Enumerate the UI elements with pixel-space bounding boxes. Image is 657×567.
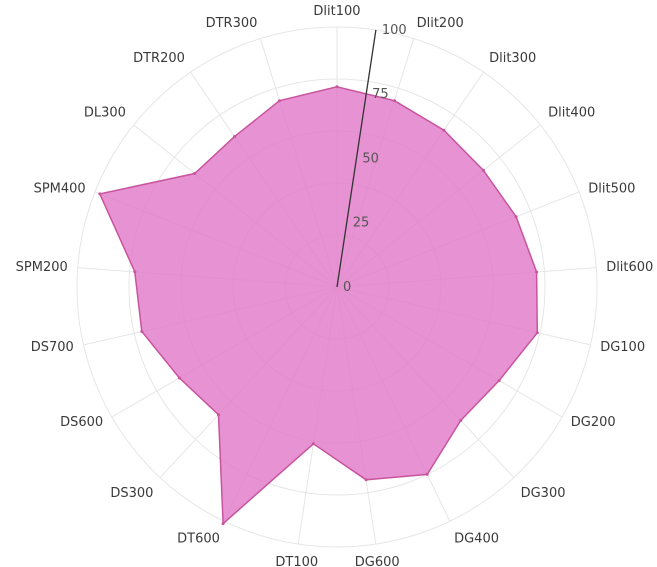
series-point	[335, 85, 339, 89]
series-point	[442, 128, 446, 132]
series-point	[393, 99, 396, 103]
category-label: DG400	[454, 531, 499, 546]
category-label: DG100	[600, 340, 645, 355]
series-point	[311, 442, 315, 446]
series-point	[425, 472, 429, 476]
series-point	[221, 522, 225, 526]
category-label: DG300	[521, 486, 566, 501]
category-label: DG600	[355, 555, 400, 567]
category-label: DT600	[177, 531, 220, 546]
series-point	[481, 168, 485, 172]
series-area	[98, 86, 539, 526]
category-label: DT100	[275, 555, 318, 567]
series-point	[497, 379, 501, 383]
category-label: Dlit200	[417, 16, 464, 31]
category-label: Dlit300	[489, 51, 536, 66]
radar-series	[98, 85, 539, 526]
category-label: Dlit600	[606, 260, 653, 275]
series-point	[193, 172, 197, 175]
category-label: DTR200	[133, 51, 185, 66]
radial-axis: 0 25 50 75 100	[336, 23, 407, 295]
category-label: DS300	[110, 486, 153, 501]
series-point	[233, 135, 236, 139]
radial-tick-label: 0	[343, 280, 351, 295]
category-label: Dlit100	[313, 4, 360, 19]
series-point	[140, 330, 144, 333]
category-label: Dlit400	[548, 106, 595, 121]
radial-tick-label: 100	[382, 23, 407, 38]
series-point	[98, 192, 102, 196]
category-label: SPM400	[34, 181, 86, 196]
series-point	[459, 418, 463, 422]
radial-tick-label: 75	[372, 87, 389, 102]
category-label: Dlit500	[588, 181, 635, 196]
series-point	[514, 215, 518, 219]
category-labels: Dlit100 Dlit200 Dlit300 Dlit400 Dlit500 Dlit6…	[16, 4, 654, 567]
category-label: DG200	[571, 415, 616, 430]
series-point	[364, 478, 368, 482]
radial-tick-label: 25	[353, 216, 370, 231]
category-label: DTR300	[206, 16, 258, 31]
category-label: DS600	[60, 415, 103, 430]
series-point	[278, 99, 281, 103]
series-point	[133, 270, 137, 274]
series-point	[217, 413, 220, 417]
series-point	[535, 270, 539, 274]
series-point	[177, 376, 181, 380]
category-label: DL300	[84, 106, 126, 121]
category-label: DS700	[31, 340, 74, 355]
radial-axis-line	[336, 29, 377, 288]
series-point	[535, 331, 539, 335]
category-label: SPM200	[16, 260, 68, 275]
radial-tick-label: 50	[362, 152, 379, 167]
